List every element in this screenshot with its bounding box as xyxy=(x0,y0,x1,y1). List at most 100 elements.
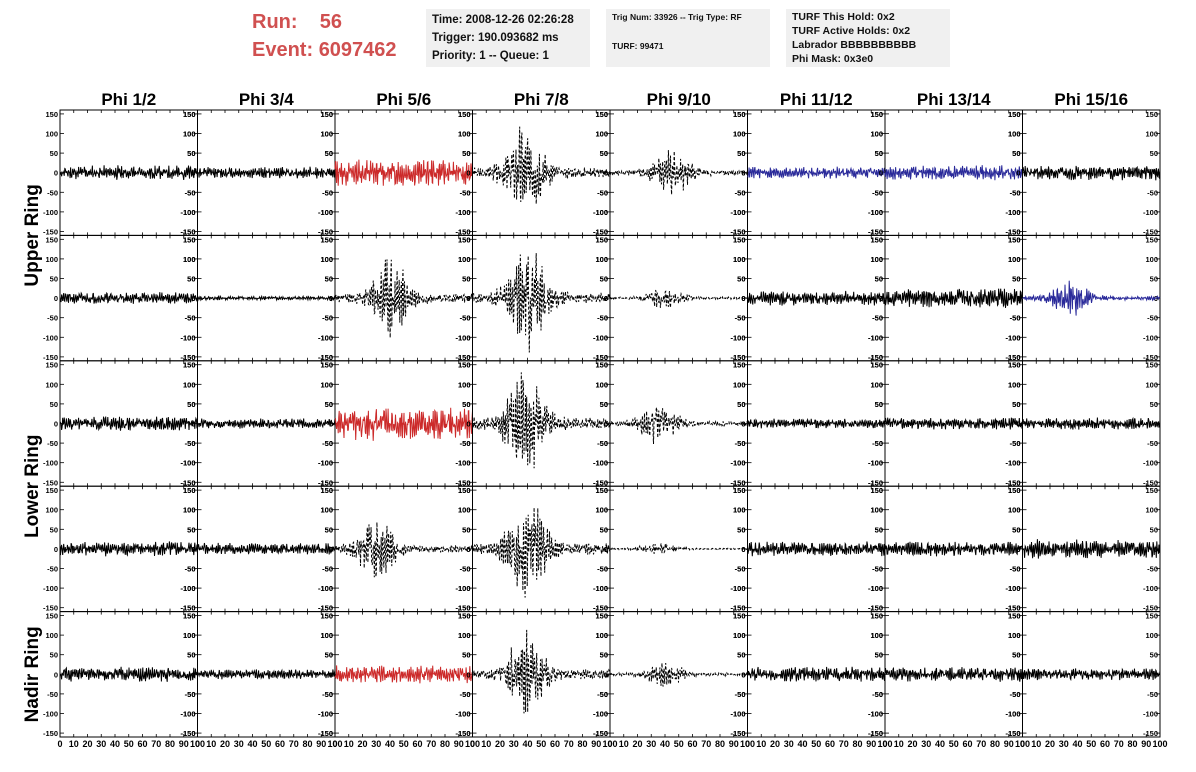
y-tick-label: 50 xyxy=(462,651,470,660)
y-tick-label: -150 xyxy=(730,227,745,236)
x-tick-label: 100 xyxy=(1152,739,1167,749)
y-tick-label: -150 xyxy=(43,353,58,362)
x-tick-label: 60 xyxy=(962,739,972,749)
y-tick-label: -100 xyxy=(593,333,608,342)
column-header: Phi 3/4 xyxy=(239,90,294,109)
y-tick-label: -150 xyxy=(730,604,745,613)
y-tick-label: -50 xyxy=(735,439,746,448)
x-tick-label: 50 xyxy=(536,739,546,749)
y-tick-label: -100 xyxy=(180,333,195,342)
y-tick-label: -100 xyxy=(593,333,608,342)
y-tick-label: -50 xyxy=(322,314,333,323)
y-tick-label: 50 xyxy=(50,275,58,284)
y-tick-label: -50 xyxy=(1010,564,1021,573)
y-tick-label: -50 xyxy=(185,690,196,699)
x-tick-label: 20 xyxy=(220,739,230,749)
y-tick-label: 0 xyxy=(1016,670,1020,679)
waveform-panel: -150 -150 -100 -100 -50 -50 0 0 50 50 100 100 150 150 xyxy=(593,360,748,487)
y-tick-label: -50 xyxy=(735,564,746,573)
column-header: Phi 5/6 xyxy=(376,90,431,109)
ring-label: Lower Ring xyxy=(22,434,43,537)
y-tick-label: 0 xyxy=(741,545,745,554)
y-tick-label: 50 xyxy=(325,651,333,660)
y-tick-label: 150 xyxy=(183,110,196,119)
y-tick-label: 0 xyxy=(879,420,883,429)
x-tick-label: 80 xyxy=(302,739,312,749)
y-tick-label: -50 xyxy=(597,439,608,448)
y-tick-label: 150 xyxy=(733,110,746,119)
y-tick-label: -150 xyxy=(1005,353,1020,362)
turf-info-box: TURF This Hold: 0x2 TURF Active Holds: 0… xyxy=(786,9,950,67)
waveform-trace xyxy=(884,165,1023,181)
waveform-panel: -150 -150 -100 -100 -50 -50 0 0 50 50 100 100 150 150 xyxy=(455,485,611,613)
y-tick-label: 150 xyxy=(458,235,471,244)
y-tick-label: -100 xyxy=(1005,459,1020,468)
waveform-panel: -150 -150 -100 -100 -50 -50 0 0 50 50 100 100 150 150 xyxy=(455,234,611,362)
y-tick-label: -50 xyxy=(1147,439,1158,448)
y-tick-label: -150 xyxy=(180,353,195,362)
y-tick-label: -150 xyxy=(180,227,195,236)
y-tick-label: 150 xyxy=(45,612,58,621)
y-tick-label: 100 xyxy=(1008,506,1021,515)
labrador-text: Labrador BBBBBBBBBB xyxy=(792,39,917,51)
y-tick-label: 50 xyxy=(875,651,883,660)
y-tick-label: 150 xyxy=(595,486,608,495)
y-tick-label: 150 xyxy=(183,361,196,370)
y-tick-label: 50 xyxy=(1150,149,1158,158)
trigger-text: Trigger: 190.093682 ms xyxy=(432,32,559,44)
y-tick-label: 0 xyxy=(54,169,58,178)
y-tick-label: -150 xyxy=(593,353,608,362)
y-tick-label: 50 xyxy=(462,275,470,284)
y-tick-label: 0 xyxy=(466,545,470,554)
x-tick-label: 100 xyxy=(740,739,755,749)
y-tick-label: 150 xyxy=(1008,361,1021,370)
waveform-trace xyxy=(1022,416,1161,430)
y-tick-label: -150 xyxy=(318,227,333,236)
y-tick-label: -100 xyxy=(1005,709,1020,718)
y-tick-label: -100 xyxy=(593,584,608,593)
x-tick-label: 100 xyxy=(877,739,892,749)
x-tick-label: 30 xyxy=(646,739,656,749)
x-tick-label: 60 xyxy=(412,739,422,749)
waveform-trace xyxy=(334,259,473,338)
y-tick-label: 150 xyxy=(1008,235,1021,244)
y-tick-label: -100 xyxy=(455,459,470,468)
waveform-trace xyxy=(472,126,611,205)
y-tick-label: -100 xyxy=(455,459,470,468)
y-tick-label: 0 xyxy=(329,169,333,178)
event-value: 6097462 xyxy=(318,39,397,61)
y-tick-label: -150 xyxy=(593,227,608,236)
y-tick-label: -150 xyxy=(730,729,745,738)
x-tick-label: 0 xyxy=(882,739,887,749)
y-tick-label: -150 xyxy=(318,604,333,613)
y-tick-label: 0 xyxy=(329,420,333,429)
y-tick-label: -150 xyxy=(868,729,883,738)
x-tick-label: 20 xyxy=(1045,739,1055,749)
y-tick-label: 100 xyxy=(1145,255,1158,264)
y-tick-label: 150 xyxy=(733,361,746,370)
y-tick-label: 150 xyxy=(320,612,333,621)
x-tick-label: 0 xyxy=(607,739,612,749)
y-tick-label: 0 xyxy=(466,420,470,429)
x-tick-label: 90 xyxy=(1004,739,1014,749)
x-tick-label: 30 xyxy=(1059,739,1069,749)
y-tick-label: 0 xyxy=(879,670,883,679)
y-tick-label: 0 xyxy=(466,670,470,679)
ring-label: Upper Ring xyxy=(22,184,43,286)
y-tick-label: 100 xyxy=(320,631,333,640)
y-tick-label: -50 xyxy=(322,314,333,323)
y-tick-label: 150 xyxy=(1008,110,1021,119)
y-tick-label: -150 xyxy=(868,604,883,613)
y-tick-label: -100 xyxy=(180,459,195,468)
y-tick-label: 0 xyxy=(191,545,195,554)
waveform-trace xyxy=(884,288,1023,308)
y-tick-label: -50 xyxy=(322,564,333,573)
y-tick-label: -150 xyxy=(1143,353,1158,362)
waveform-trace xyxy=(334,159,473,186)
y-tick-label: 0 xyxy=(604,294,608,303)
y-tick-label: -50 xyxy=(1147,188,1158,197)
x-tick-label: 70 xyxy=(564,739,574,749)
y-tick-label: 150 xyxy=(320,235,333,244)
y-tick-label: 50 xyxy=(737,149,745,158)
